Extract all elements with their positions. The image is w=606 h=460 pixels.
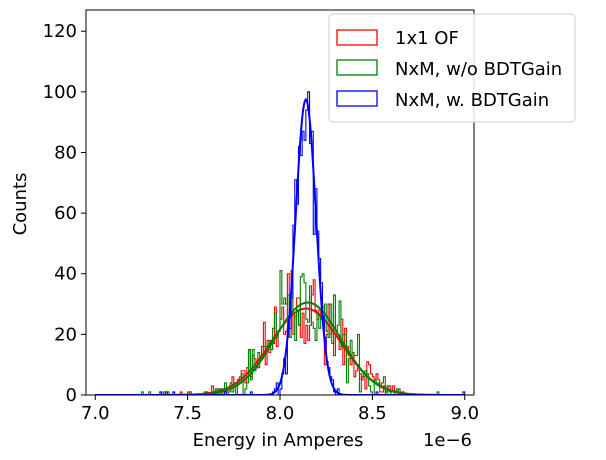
legend-entry-nxm-wo-bdtgain: NxM, w/o BDTGain <box>336 59 562 80</box>
legend-swatch-1x1-of <box>336 29 378 46</box>
histogram-steps-2 <box>95 91 466 395</box>
legend-frame <box>328 13 576 123</box>
histogram-steps-1 <box>95 270 465 395</box>
y-tick-label: 120 <box>43 21 77 42</box>
y-tick-label: 0 <box>66 385 77 406</box>
y-axis-label: Counts <box>10 173 31 236</box>
legend-label-nxm-w-bdtgain: NxM, w. BDTGain <box>395 90 549 111</box>
y-tick-label: 80 <box>54 142 77 163</box>
x-axis-offset-label: 1e−6 <box>423 430 472 451</box>
x-axis-label: Energy in Amperes <box>193 430 364 451</box>
series-2 <box>95 91 466 395</box>
legend-label-1x1-of: 1x1 OF <box>395 28 459 49</box>
y-tick-label: 60 <box>54 203 77 224</box>
legend-entry-1x1-of: 1x1 OF <box>336 28 459 49</box>
x-tick-label: 9.0 <box>450 403 479 424</box>
fit-curve-2 <box>95 97 465 395</box>
series-layer <box>95 91 466 395</box>
legend-swatch-nxm-wo-bdtgain <box>336 59 378 76</box>
legend-entry-nxm-w-bdtgain: NxM, w. BDTGain <box>336 90 549 111</box>
y-tick-label: 40 <box>54 264 77 285</box>
legend: 1x1 OF NxM, w/o BDTGain NxM, w. BDTGain <box>328 13 576 123</box>
x-tick-label: 8.0 <box>266 403 295 424</box>
legend-swatch-nxm-w-bdtgain <box>336 90 378 107</box>
axes-layer: 7.0 7.5 8.0 8.5 9.0 0 20 40 60 80 100 120 <box>43 9 479 424</box>
y-tick-label: 100 <box>43 82 77 103</box>
x-tick-label: 8.5 <box>358 403 387 424</box>
series-1 <box>95 270 465 395</box>
x-tick-label: 7.0 <box>81 403 110 424</box>
legend-label-nxm-wo-bdtgain: NxM, w/o BDTGain <box>395 59 562 80</box>
x-tick-label: 7.5 <box>173 403 202 424</box>
y-tick-label: 20 <box>54 324 77 345</box>
fit-curve-1 <box>95 301 465 395</box>
